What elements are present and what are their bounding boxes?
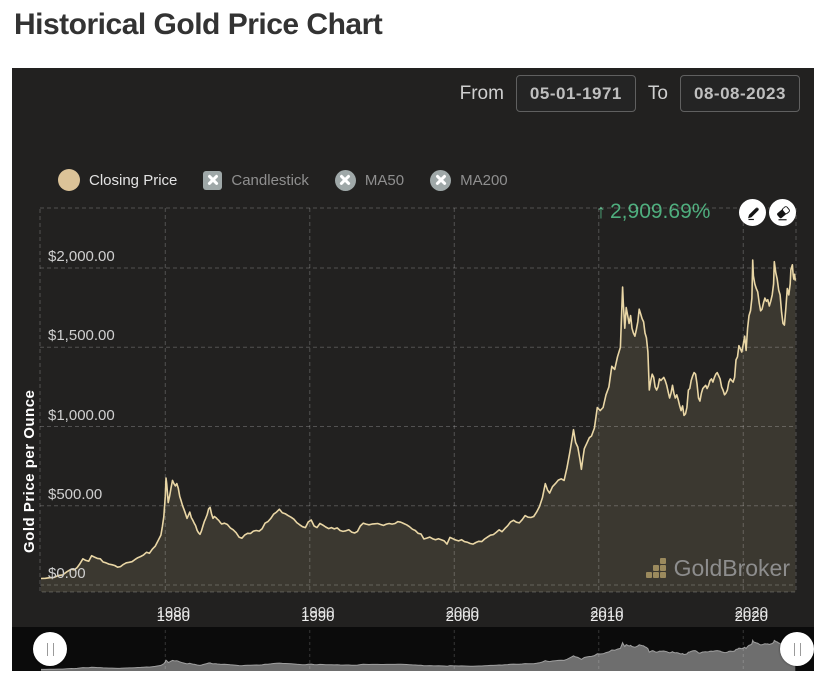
navigator-left-handle[interactable] [33, 632, 67, 666]
annotation-tools [739, 199, 796, 226]
percent-change-badge: ↑ 2,909.69% [596, 200, 710, 224]
range-navigator[interactable]: 1980 1990 2000 2010 2020 [12, 608, 814, 671]
draw-button[interactable] [739, 199, 766, 226]
legend-label: MA50 [364, 171, 405, 189]
eraser-icon [776, 205, 790, 220]
page-title: Historical Gold Price Chart [14, 8, 383, 41]
closing-price-marker-icon [58, 169, 80, 191]
navigator-mini-chart[interactable] [12, 627, 814, 671]
erase-button[interactable] [769, 199, 796, 226]
ma200-disabled-icon [430, 169, 452, 191]
gold-chart-panel: From To Closing Price Candlestick MA50 M… [12, 68, 814, 671]
legend-item-ma200[interactable]: MA200 [430, 169, 508, 191]
to-date-input[interactable] [680, 75, 800, 112]
watermark-text: GoldBroker [673, 555, 790, 581]
from-label: From [459, 82, 504, 104]
date-range-controls: From To [460, 75, 800, 112]
legend-item-candlestick[interactable]: Candlestick [203, 170, 309, 190]
to-label: To [647, 82, 668, 104]
up-arrow-icon: ↑ [596, 200, 606, 223]
legend-label: Closing Price [89, 171, 178, 189]
legend-item-ma50[interactable]: MA50 [334, 169, 405, 191]
ma50-disabled-icon [334, 169, 356, 191]
legend-label: MA200 [460, 171, 508, 189]
main-price-chart[interactable] [12, 68, 814, 628]
navigator-right-handle[interactable] [780, 632, 814, 666]
percent-change-value: 2,909.69% [610, 200, 711, 223]
grip-icon [46, 642, 54, 656]
legend-label: Candlestick [231, 171, 309, 189]
from-date-input[interactable] [515, 75, 636, 112]
legend-item-closing-price[interactable]: Closing Price [58, 169, 177, 191]
grip-icon [793, 642, 801, 656]
chart-legend: Closing Price Candlestick MA50 MA200 [58, 169, 508, 191]
goldbroker-watermark: GoldBroker [645, 555, 790, 582]
pencil-icon [747, 207, 759, 220]
candlestick-disabled-icon [203, 170, 223, 190]
bar-chart-icon [645, 558, 666, 578]
